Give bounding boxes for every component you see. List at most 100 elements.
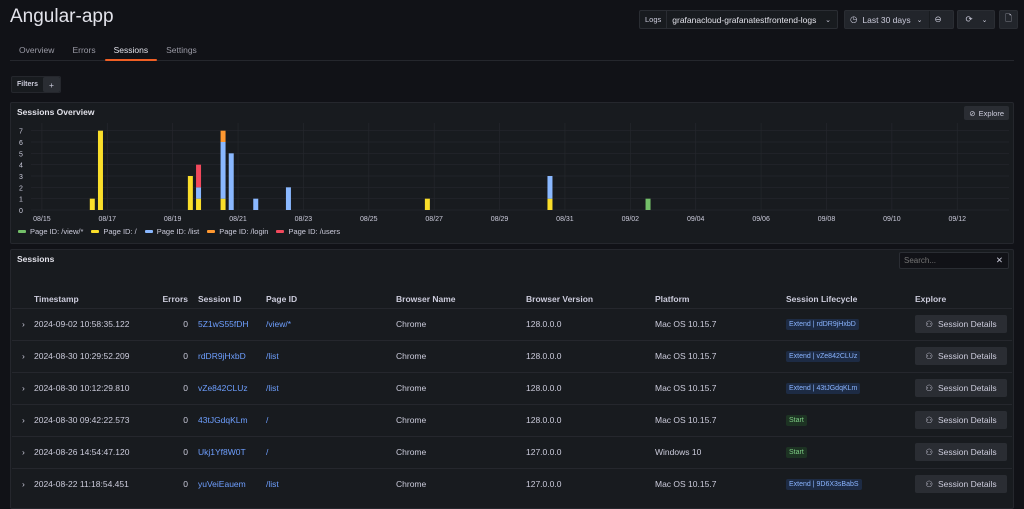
y-tick-label: 3	[19, 174, 23, 181]
table-row: › 2024-08-30 10:12:29.810 0 vZe842CLUz /…	[12, 371, 1012, 404]
session-details-button[interactable]: ⚇ Session Details	[915, 315, 1007, 333]
browser-version-cell: 128.0.0.0	[526, 371, 655, 404]
page-title: Angular-app	[10, 6, 114, 27]
tab-settings[interactable]: Settings	[166, 45, 197, 55]
x-tick-label: 09/10	[883, 216, 901, 223]
legend-item[interactable]: Page ID: /login	[207, 227, 268, 236]
table-row: › 2024-08-22 11:18:54.451 0 yuVeiEauem /…	[12, 467, 1012, 500]
bar-segment	[196, 198, 202, 210]
x-tick-label: 08/15	[33, 216, 51, 223]
session-id-link[interactable]: rdDR9jHxbD	[198, 339, 266, 372]
table-row: › 2024-09-02 10:58:35.122 0 5Z1wS55fDH /…	[12, 307, 1012, 340]
col-errors[interactable]: Errors	[162, 293, 188, 304]
platform-cell: Mac OS 10.15.7	[655, 403, 786, 436]
expand-row-chevron-icon[interactable]: ›	[12, 435, 34, 468]
tab-errors[interactable]: Errors	[72, 45, 96, 55]
explore-button[interactable]: ⊘ Explore	[964, 106, 1009, 120]
lifecycle-badge[interactable]: Start	[786, 415, 807, 426]
session-details-button[interactable]: ⚇ Session Details	[915, 347, 1007, 365]
session-details-button[interactable]: ⚇ Session Details	[915, 411, 1007, 429]
x-tick-label: 09/06	[752, 216, 770, 223]
bar-segment	[220, 198, 226, 210]
platform-cell: Mac OS 10.15.7	[655, 467, 786, 500]
clock-icon: ◷	[850, 14, 858, 24]
x-tick-label: 08/29	[491, 216, 509, 223]
col-browser-name[interactable]: Browser Name	[396, 293, 456, 304]
search-field[interactable]: ✕	[899, 252, 1009, 269]
session-details-label: Session Details	[938, 479, 997, 490]
col-timestamp[interactable]: Timestamp	[34, 293, 79, 304]
page-id-link[interactable]: /list	[266, 339, 396, 372]
browser-name-cell: Chrome	[396, 467, 526, 500]
browser-name-cell: Chrome	[396, 307, 526, 340]
session-id-link[interactable]: vZe842CLUz	[198, 371, 266, 404]
lifecycle-badge[interactable]: Extend | vZe842CLUz	[786, 351, 861, 362]
time-range-picker[interactable]: ◷ Last 30 days ⌄ ⊖	[844, 10, 954, 29]
col-session-id[interactable]: Session ID	[198, 293, 242, 304]
page-id-link[interactable]: /view/*	[266, 307, 396, 340]
session-details-label: Session Details	[938, 319, 997, 329]
expand-row-chevron-icon[interactable]: ›	[12, 307, 34, 340]
add-filter-button[interactable]: +	[43, 77, 61, 92]
session-id-link[interactable]: 43tJGdqKLm	[198, 403, 266, 436]
tab-overview[interactable]: Overview	[19, 45, 55, 55]
session-details-button[interactable]: ⚇ Session Details	[915, 475, 1007, 494]
page-id-link[interactable]: /	[266, 435, 396, 468]
expand-row-chevron-icon[interactable]: ›	[12, 403, 34, 436]
close-icon[interactable]: ✕	[995, 255, 1003, 265]
x-tick-label: 09/02	[622, 216, 640, 223]
browser-version-cell: 128.0.0.0	[526, 307, 655, 340]
col-session-lifecycle[interactable]: Session Lifecycle	[786, 293, 858, 304]
user-icon: ⚇	[925, 350, 934, 361]
export-button[interactable]: 🗋	[999, 10, 1018, 29]
document-icon: 🗋	[1005, 12, 1012, 23]
search-input[interactable]	[900, 256, 996, 265]
legend-label: Page ID: /list	[156, 227, 200, 236]
expand-row-chevron-icon[interactable]: ›	[12, 339, 34, 372]
session-id-link[interactable]: yuVeiEauem	[198, 467, 266, 500]
lifecycle-badge[interactable]: Extend | rdDR9jHxbD	[786, 319, 859, 330]
legend-swatch	[144, 230, 153, 233]
y-tick-label: 2	[19, 185, 23, 192]
panel-title: Sessions	[17, 254, 55, 264]
lifecycle-badge[interactable]: Extend | 43tJGdqKLm	[786, 383, 861, 394]
lifecycle-badge[interactable]: Extend | 9D6X3sBabS	[786, 479, 862, 491]
lifecycle-badge[interactable]: Start	[786, 447, 807, 458]
legend-item[interactable]: Page ID: /list	[144, 227, 200, 236]
legend-swatch	[91, 230, 100, 233]
legend-label: Page ID: /	[103, 227, 137, 236]
session-details-label: Session Details	[938, 351, 997, 361]
chevron-down-icon[interactable]: ⌄	[981, 16, 988, 24]
col-platform[interactable]: Platform	[655, 293, 690, 304]
expand-row-chevron-icon[interactable]: ›	[12, 371, 34, 404]
y-tick-label: 5	[19, 151, 23, 158]
table-row: › 2024-08-26 14:54:47.120 0 Ukj1Yf8W0T /…	[12, 435, 1012, 468]
page-id-link[interactable]: /list	[266, 371, 396, 404]
expand-row-chevron-icon[interactable]: ›	[12, 467, 34, 500]
user-icon: ⚇	[925, 446, 934, 457]
page-id-link[interactable]: /	[266, 403, 396, 436]
session-details-button[interactable]: ⚇ Session Details	[915, 379, 1007, 397]
zoom-out-icon[interactable]: ⊖	[928, 11, 947, 28]
datasource-picker[interactable]: Logs grafanacloud-grafanatestfrontend-lo…	[639, 10, 838, 29]
browser-version-cell: 128.0.0.0	[526, 339, 655, 372]
page-id-link[interactable]: /list	[266, 467, 396, 500]
timestamp-cell: 2024-08-30 09:42:22.573	[34, 403, 152, 436]
col-page-id[interactable]: Page ID	[266, 293, 298, 304]
legend-item[interactable]: Page ID: /view/*	[18, 227, 83, 236]
legend-item[interactable]: Page ID: /users	[276, 227, 340, 236]
col-browser-version[interactable]: Browser Version	[526, 293, 594, 304]
datasource-label: Logs	[640, 11, 668, 28]
refresh-button[interactable]: ⟳ ⌄	[957, 10, 995, 29]
legend-item[interactable]: Page ID: /	[91, 227, 137, 236]
session-details-button[interactable]: ⚇ Session Details	[915, 443, 1007, 461]
panel-title: Sessions Overview	[17, 107, 95, 117]
session-id-link[interactable]: Ukj1Yf8W0T	[198, 435, 266, 468]
tab-sessions[interactable]: Sessions	[104, 40, 158, 61]
session-id-link[interactable]: 5Z1wS55fDH	[198, 307, 266, 340]
compass-icon: ⊘	[969, 108, 976, 118]
user-icon: ⚇	[925, 382, 934, 393]
table-row: › 2024-08-30 10:29:52.209 0 rdDR9jHxbD /…	[12, 339, 1012, 372]
bar-segment	[97, 130, 103, 210]
session-details-label: Session Details	[938, 415, 997, 425]
